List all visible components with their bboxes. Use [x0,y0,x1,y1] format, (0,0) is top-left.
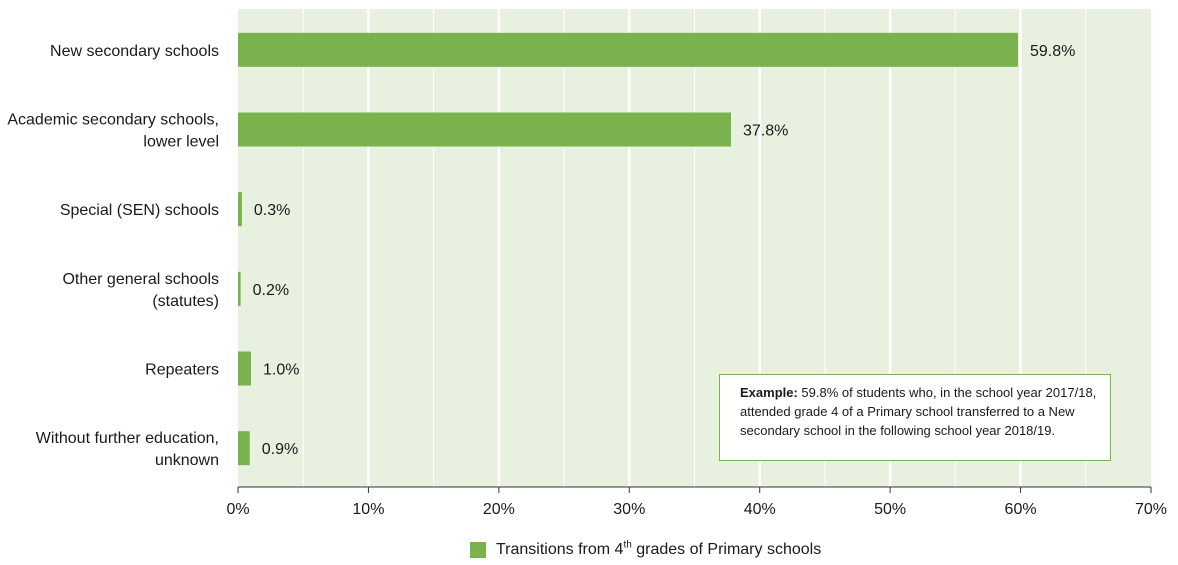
legend-prefix: Transitions from 4 [496,541,624,558]
category-label: Special (SEN) schools [60,202,219,219]
bar [238,431,250,466]
value-label: 0.2% [253,282,289,299]
category-label: New secondary schools [50,43,219,60]
value-label: 0.3% [254,202,290,219]
category-label: Repeaters [145,362,219,379]
x-tick-label: 10% [352,501,384,518]
x-tick-label: 20% [483,501,515,518]
example-annotation: Example: 59.8% of students who, in the s… [719,374,1111,461]
legend-swatch [470,542,486,558]
legend-label: Transitions from 4th grades of Primary s… [496,539,822,559]
bars [238,32,1018,466]
category-label: Academic secondary schools, [7,112,219,129]
value-label: 1.0% [263,362,299,379]
x-tick-label: 60% [1005,501,1037,518]
x-tick-label: 40% [744,501,776,518]
category-labels: New secondary schools Academic secondary … [7,43,219,469]
bar [238,192,242,227]
annotation-text: 59.8% of students who, in the school yea… [740,385,1097,438]
value-labels: 59.8% 37.8% 0.3% 0.2% 1.0% 0.9% [253,43,1076,458]
x-tick-label: 70% [1135,501,1167,518]
category-label: Other general schools [62,271,219,288]
bar [238,112,732,147]
category-label: Without further education, [36,430,219,447]
annotation-label: Example: [740,385,798,400]
bar [238,271,241,306]
legend: Transitions from 4th grades of Primary s… [470,540,821,560]
x-tick-label: 30% [613,501,645,518]
x-tick-label: 50% [874,501,906,518]
legend-superscript: th [623,539,632,551]
value-label: 59.8% [1030,43,1075,60]
legend-suffix: grades of Primary schools [631,541,822,558]
x-axis: 0% 10% 20% 30% 40% 50% 60% 70% [226,486,1167,518]
bar [238,351,252,386]
value-label: 37.8% [743,123,788,140]
category-label: lower level [143,134,219,151]
category-label: (statutes) [152,293,219,310]
category-label: unknown [155,452,219,469]
x-tick-label: 0% [226,501,249,518]
value-label: 0.9% [262,441,298,458]
bar [238,32,1018,67]
